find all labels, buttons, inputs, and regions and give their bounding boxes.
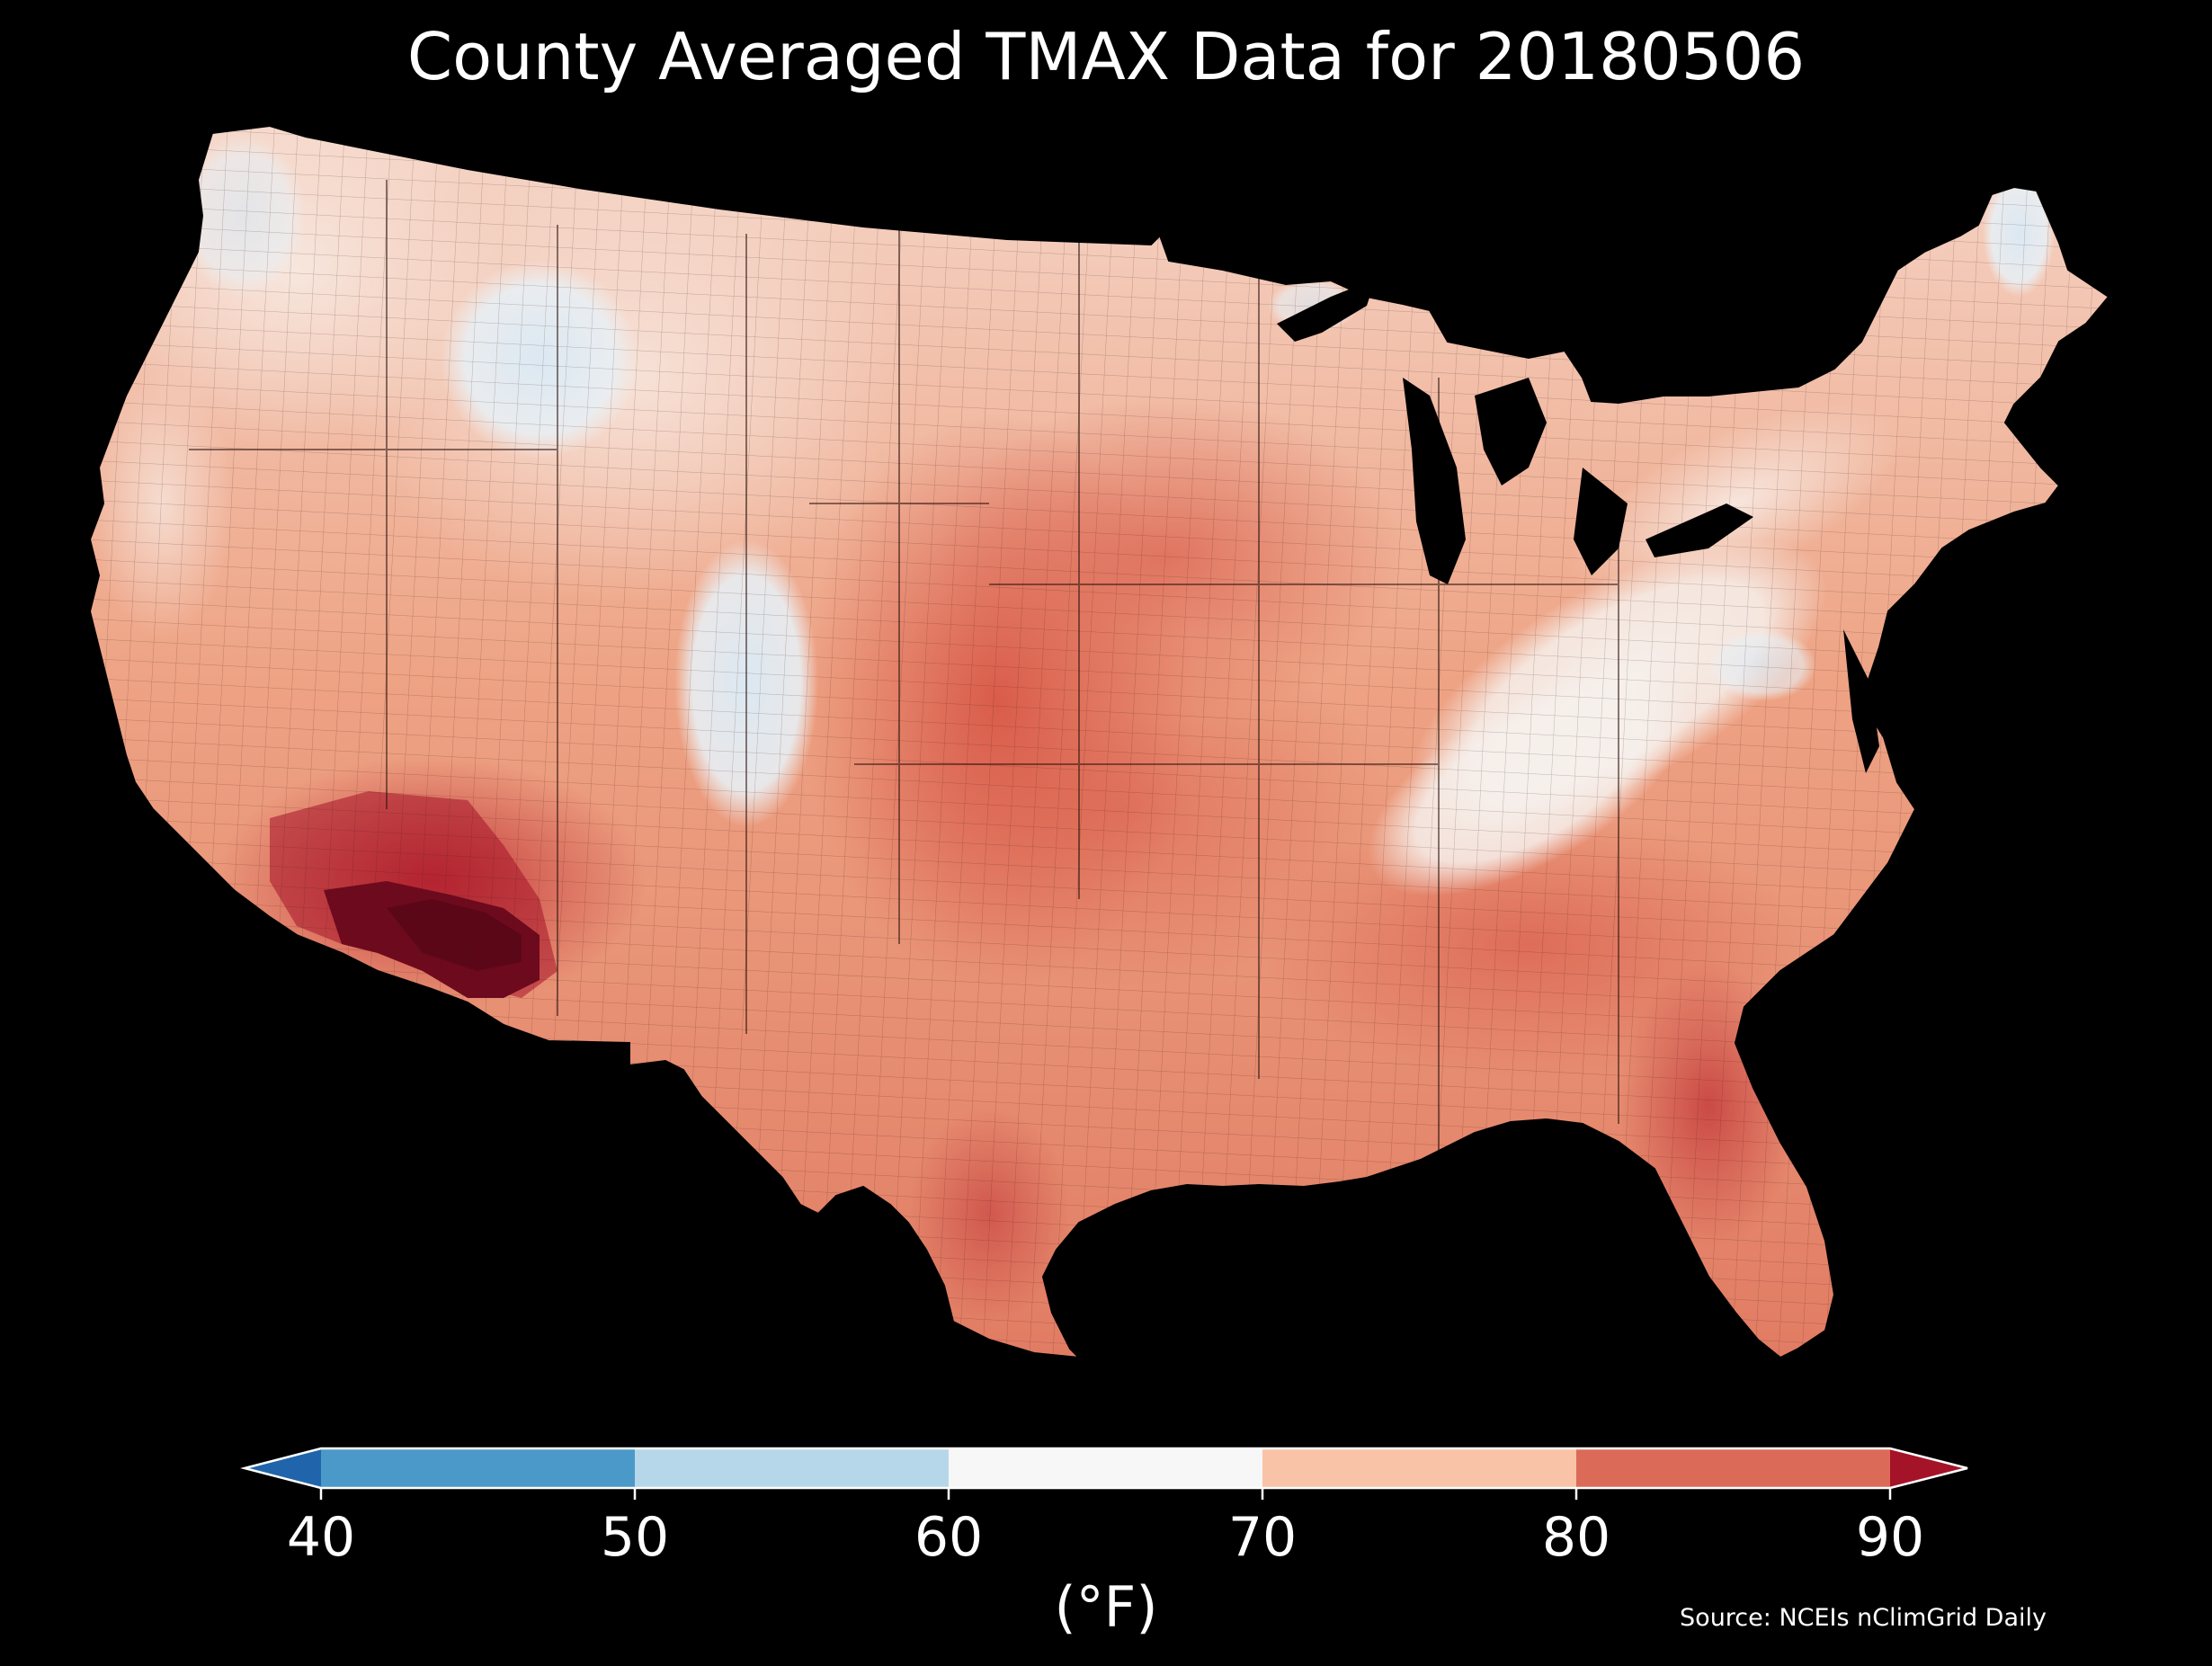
us-county-temperature-map xyxy=(89,125,2109,1359)
colorbar-bin xyxy=(321,1448,635,1488)
colorbar-tick-label: 90 xyxy=(1855,1506,1925,1569)
colorbar-bin xyxy=(949,1448,1262,1488)
map-title: County Averaged TMAX Data for 20180506 xyxy=(406,19,1806,94)
great-lakes xyxy=(1277,279,1879,773)
colorbar-tick-label: 60 xyxy=(914,1506,984,1569)
colorbar-tick-label: 50 xyxy=(600,1506,670,1569)
colorbar-tick-label: 80 xyxy=(1541,1506,1611,1569)
colorbar-bin xyxy=(1576,1448,1890,1488)
colorbar-bin xyxy=(635,1448,949,1488)
colorbar-tick-label: 70 xyxy=(1227,1506,1298,1569)
colorbar xyxy=(240,1447,1968,1500)
colorbar-over-arrow xyxy=(1890,1448,1967,1488)
colorbar-bin xyxy=(1262,1448,1576,1488)
colorbar-bins xyxy=(321,1448,1890,1488)
colorbar-ticks xyxy=(319,1488,1892,1500)
source-attribution: Source: NCEIs nClimGrid Daily xyxy=(1680,1604,2047,1632)
colorbar-under-arrow xyxy=(245,1448,321,1488)
colorbar-unit-label: (°F) xyxy=(1054,1574,1158,1640)
colorbar-tick-label: 40 xyxy=(286,1506,356,1569)
